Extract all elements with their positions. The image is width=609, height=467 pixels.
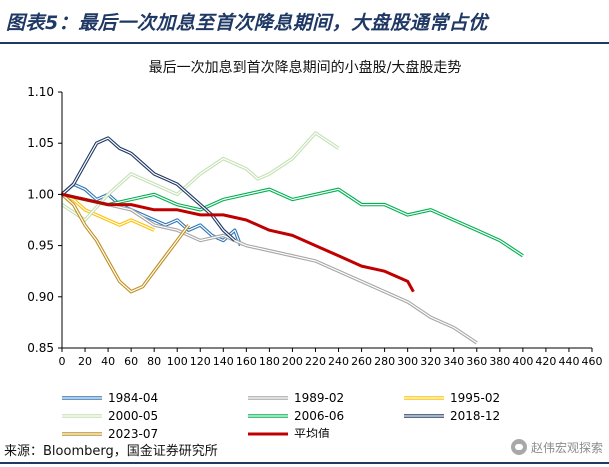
series-line-inner bbox=[61, 132, 339, 221]
x-tick-label: 440 bbox=[558, 355, 579, 368]
x-tick-label: 300 bbox=[397, 355, 418, 368]
x-tick-label: 340 bbox=[443, 355, 464, 368]
series-line-inner bbox=[61, 193, 155, 231]
plot-area bbox=[60, 131, 524, 345]
wechat-icon bbox=[510, 439, 527, 455]
chart-title: 最后一次加息到首次降息期间的小盘股/大盘股走势 bbox=[149, 59, 462, 76]
x-tick-label: 260 bbox=[351, 355, 372, 368]
legend-label: 1995-02 bbox=[450, 391, 500, 405]
x-tick-label: 20 bbox=[78, 355, 92, 368]
x-tick-label: 60 bbox=[124, 355, 138, 368]
legend-item-2023-07: 2023-07 bbox=[62, 427, 158, 438]
x-tick-label: 420 bbox=[535, 355, 556, 368]
series-1995-02 bbox=[61, 192, 155, 232]
series-line bbox=[61, 192, 415, 293]
series-2000-05 bbox=[61, 131, 340, 222]
series-line-inner bbox=[61, 137, 236, 241]
series-line-inner bbox=[61, 193, 190, 293]
series-line-outer bbox=[61, 131, 340, 222]
x-tick-label: 360 bbox=[466, 355, 487, 368]
figure-header: 图表5：最后一次加息至首次降息期间，大盘股通常占优 bbox=[0, 0, 609, 44]
legend-label: 平均值 bbox=[294, 426, 330, 438]
x-tick-label: 320 bbox=[420, 355, 441, 368]
legend-item-2018-12: 2018-12 bbox=[404, 409, 500, 423]
y-tick-label: 1.10 bbox=[27, 85, 54, 99]
x-tick-label: 180 bbox=[259, 355, 280, 368]
x-tick-label: 380 bbox=[489, 355, 510, 368]
x-tick-label: 0 bbox=[59, 355, 66, 368]
x-tick-label: 160 bbox=[236, 355, 257, 368]
legend-item-2000-05: 2000-05 bbox=[62, 409, 158, 423]
x-tick-label: 120 bbox=[190, 355, 211, 368]
figure-title: 图表5：最后一次加息至首次降息期间，大盘股通常占优 bbox=[6, 12, 488, 34]
series-line-inner bbox=[61, 193, 478, 344]
x-tick-label: 460 bbox=[582, 355, 603, 368]
x-tick-label: 100 bbox=[167, 355, 188, 368]
x-tick-label: 140 bbox=[213, 355, 234, 368]
legend-item-1984-04: 1984-04 bbox=[62, 391, 158, 405]
series-1989-02 bbox=[61, 192, 478, 345]
x-tick-label: 40 bbox=[101, 355, 115, 368]
legend-item-1995-02: 1995-02 bbox=[404, 391, 500, 405]
y-tick-label: 1.05 bbox=[27, 136, 54, 150]
watermark-text: 赵伟宏观探索 bbox=[530, 440, 603, 455]
legend-label: 2023-07 bbox=[108, 427, 158, 438]
x-tick-label: 400 bbox=[512, 355, 533, 368]
legend-label: 1984-04 bbox=[108, 391, 158, 405]
legend-label: 1989-02 bbox=[294, 391, 344, 405]
series-2018-12 bbox=[60, 136, 236, 242]
x-tick-label: 80 bbox=[147, 355, 161, 368]
x-tick-label: 200 bbox=[282, 355, 303, 368]
series-line-outer bbox=[61, 192, 478, 345]
legend-item-2006-06: 2006-06 bbox=[248, 409, 344, 423]
legend-label: 2000-05 bbox=[108, 409, 158, 423]
series-- bbox=[61, 192, 415, 293]
line-chart: 最后一次加息到首次降息期间的小盘股/大盘股走势 0.85 0.90 0.95 1.00… bbox=[27, 59, 602, 438]
series-2006-06 bbox=[61, 187, 524, 258]
x-tick-label: 280 bbox=[374, 355, 395, 368]
legend-item-1989-02: 1989-02 bbox=[248, 391, 344, 405]
source-note: 来源：Bloomberg，国金证券研究所 bbox=[4, 444, 218, 459]
x-tick-label: 240 bbox=[328, 355, 349, 368]
series-2023-07 bbox=[60, 193, 191, 294]
y-tick-label: 0.85 bbox=[27, 341, 54, 355]
y-tick-label: 0.90 bbox=[27, 290, 54, 304]
bottom-rule bbox=[0, 462, 609, 464]
legend: 1984-04 1989-02 1995-02 2000-05 2006-06 2018-… bbox=[62, 391, 500, 438]
legend-item--: 平均值 bbox=[248, 426, 330, 438]
watermark: 赵伟宏观探索 bbox=[510, 436, 603, 458]
series-line-outer bbox=[60, 136, 236, 242]
axes: 0.850.900.951.001.051.100 20 40 60 80 100 120 1… bbox=[27, 85, 602, 368]
legend-label: 2018-12 bbox=[450, 409, 500, 423]
series-line-inner bbox=[61, 188, 524, 257]
y-tick-label: 0.95 bbox=[27, 239, 54, 253]
legend-label: 2006-06 bbox=[294, 409, 344, 423]
x-tick-label: 220 bbox=[305, 355, 326, 368]
y-tick-label: 1.00 bbox=[27, 187, 54, 201]
